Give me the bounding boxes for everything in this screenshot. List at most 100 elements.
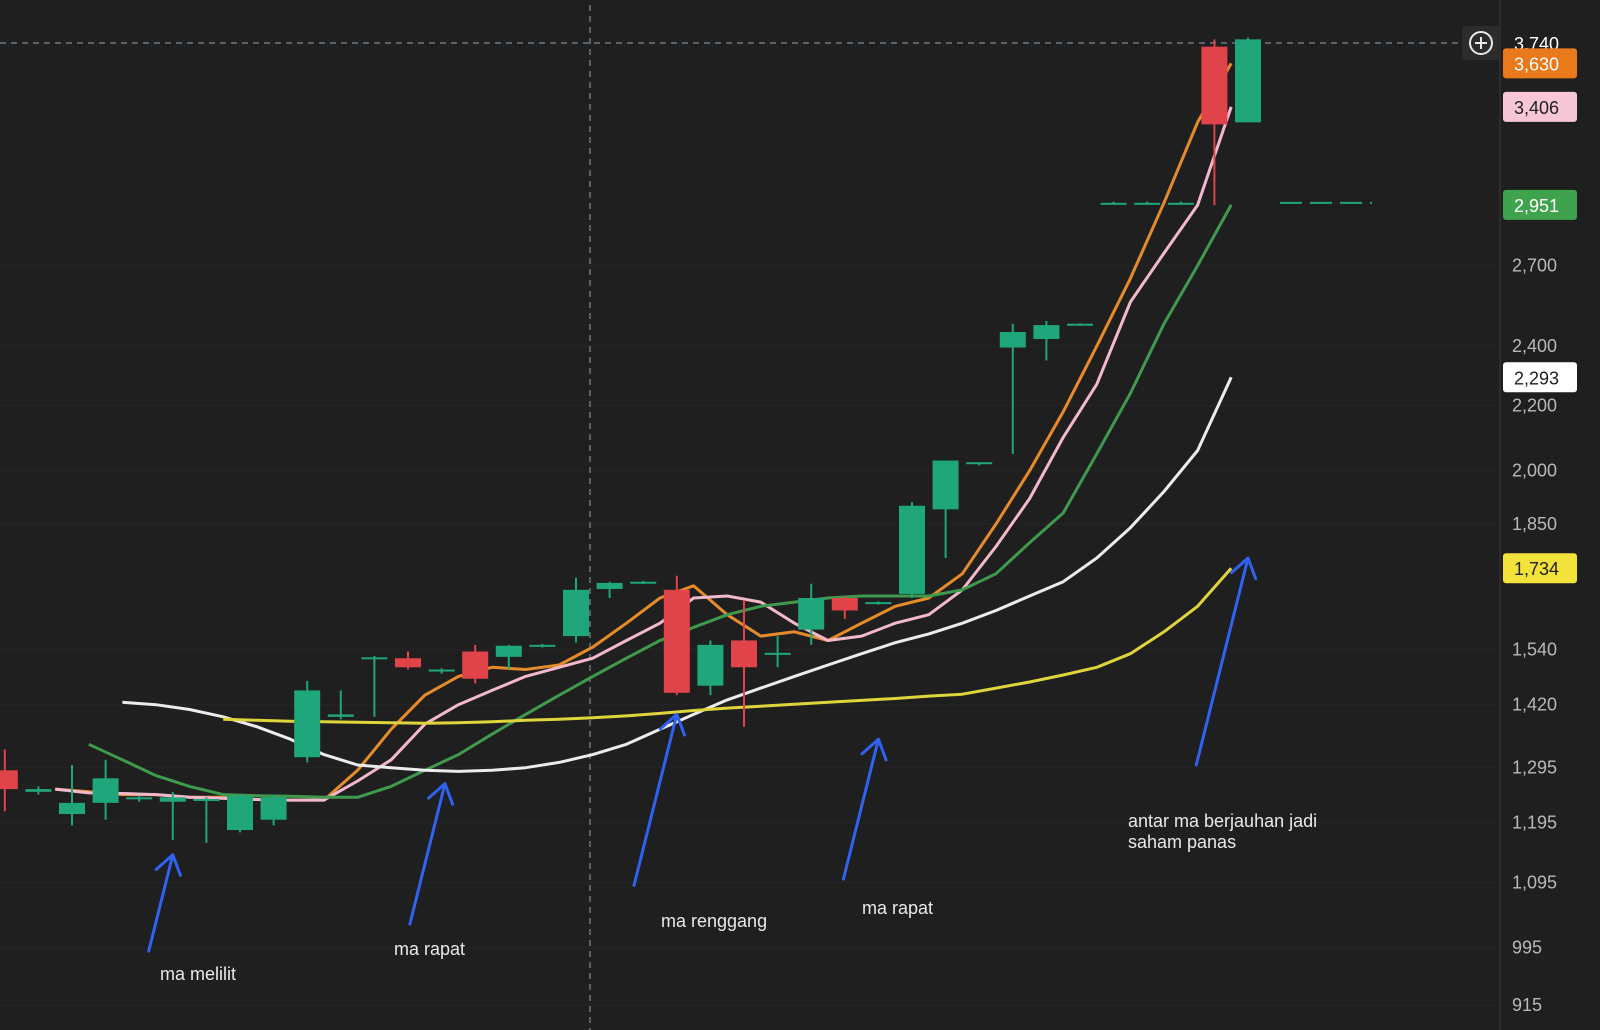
price-tick-label: 2,700 xyxy=(1512,256,1557,276)
candle[interactable] xyxy=(1033,320,1060,361)
price-tick-label: 1,095 xyxy=(1512,872,1557,892)
candle[interactable] xyxy=(563,577,589,643)
add-alert-button[interactable] xyxy=(1462,26,1500,60)
candle[interactable] xyxy=(663,575,690,696)
candle[interactable] xyxy=(159,791,186,840)
candle-body xyxy=(563,589,589,637)
candle[interactable] xyxy=(126,795,153,802)
price-tick-label: 1,850 xyxy=(1512,514,1557,534)
gridlines xyxy=(0,265,1500,1006)
candle[interactable] xyxy=(462,644,489,684)
candle-body xyxy=(25,789,52,792)
candle-body xyxy=(395,658,421,668)
candle[interactable] xyxy=(899,502,925,599)
candle[interactable] xyxy=(25,786,52,795)
candle[interactable] xyxy=(731,600,757,727)
annotation-label: antar ma berjauhan jadi xyxy=(1128,811,1317,831)
candle[interactable] xyxy=(764,636,791,668)
price-badge-bg xyxy=(1503,48,1577,79)
candle[interactable] xyxy=(1134,201,1161,205)
candle-body xyxy=(1067,323,1093,326)
annotation-arrow xyxy=(147,853,182,953)
price-badge-bg xyxy=(1503,362,1577,393)
price-badge-label: 3,630 xyxy=(1514,54,1559,74)
candle-body xyxy=(865,602,892,605)
arrow-shaft xyxy=(841,737,880,881)
price-tick-label: 1,540 xyxy=(1512,639,1557,659)
price-tick-label: 1,195 xyxy=(1512,813,1557,833)
candle-body xyxy=(193,798,220,801)
candle[interactable] xyxy=(1167,201,1194,205)
arrow-shaft xyxy=(1194,556,1250,767)
annotation-arrow xyxy=(841,737,888,881)
candle-body xyxy=(1201,46,1228,125)
candle[interactable] xyxy=(193,797,220,843)
annotation-arrow xyxy=(632,712,686,887)
candle[interactable] xyxy=(428,668,455,674)
candle[interactable] xyxy=(59,765,85,826)
price-badge-label: 2,293 xyxy=(1514,368,1559,388)
candle[interactable] xyxy=(966,462,993,466)
candle-body xyxy=(294,690,321,758)
candle[interactable] xyxy=(395,651,421,670)
candle-body xyxy=(899,505,925,594)
candle-body xyxy=(1033,325,1060,340)
candle[interactable] xyxy=(361,655,388,717)
candle[interactable] xyxy=(529,643,556,648)
candle-body xyxy=(798,598,825,630)
candle[interactable] xyxy=(999,323,1026,454)
candle[interactable] xyxy=(1201,39,1228,206)
candle-body xyxy=(731,640,757,668)
price-tick-label: 2,200 xyxy=(1512,396,1557,416)
price-badge: 3,630 xyxy=(1503,48,1577,79)
candle[interactable] xyxy=(932,460,959,559)
price-badge: 3,406 xyxy=(1503,91,1577,122)
annotations: ma melilit ma rapat ma renggang ma rapat ant… xyxy=(147,556,1317,984)
candle[interactable] xyxy=(1100,201,1127,205)
candle[interactable] xyxy=(697,640,724,696)
price-badge: 2,951 xyxy=(1503,189,1577,220)
candle-body xyxy=(630,581,657,584)
candle[interactable] xyxy=(495,644,522,670)
candle[interactable] xyxy=(596,581,623,599)
candle-body xyxy=(428,669,455,672)
price-badge: 1,734 xyxy=(1503,553,1577,584)
candle-body xyxy=(92,778,119,803)
candle[interactable] xyxy=(327,690,354,720)
candle[interactable] xyxy=(92,759,119,820)
candle[interactable] xyxy=(0,749,18,812)
annotation-arrow xyxy=(1194,556,1258,767)
candle-body xyxy=(1167,202,1194,205)
ma-line-3 xyxy=(88,204,1233,799)
candle-body xyxy=(596,582,623,590)
candle[interactable] xyxy=(227,794,253,833)
annotation-arrow xyxy=(408,782,455,926)
candle[interactable] xyxy=(831,595,858,619)
candle[interactable] xyxy=(865,601,892,605)
candle[interactable] xyxy=(1235,37,1261,123)
candle[interactable] xyxy=(294,681,321,763)
candle[interactable] xyxy=(260,794,287,826)
price-axis-ticks: 2,700 2,400 2,200 2,000 1,850 1,540 1,420 1,295… xyxy=(1512,256,1557,1015)
annotation-label: ma renggang xyxy=(661,911,767,931)
candle[interactable] xyxy=(630,580,657,585)
arrow-head xyxy=(427,782,455,806)
candle-body xyxy=(361,657,388,660)
candle-body xyxy=(327,714,354,717)
annotation-label: ma melilit xyxy=(160,964,236,984)
price-tick-label: 1,295 xyxy=(1512,758,1557,778)
arrow-head xyxy=(154,853,182,877)
candle-body xyxy=(159,797,186,802)
candles[interactable] xyxy=(0,37,1372,843)
candle[interactable] xyxy=(1067,323,1093,326)
candle-body xyxy=(764,652,791,655)
plus-circle-icon xyxy=(1469,31,1493,55)
arrow-shaft xyxy=(408,782,447,926)
price-tick-label: 1,420 xyxy=(1512,695,1557,715)
annotation-label: saham panas xyxy=(1128,832,1236,852)
candle[interactable] xyxy=(798,583,825,645)
candle-body xyxy=(495,645,522,657)
